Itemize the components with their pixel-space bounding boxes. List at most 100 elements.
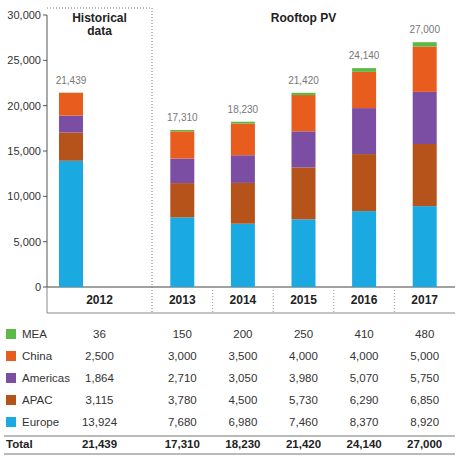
y-tick-label: 30,000	[7, 9, 41, 21]
bar-segment	[59, 161, 83, 287]
x-tick-label: 2013	[169, 293, 196, 307]
bar-segment	[170, 130, 194, 131]
y-tick	[43, 287, 47, 288]
x-tick-label: 2016	[351, 293, 378, 307]
table-value: 150	[173, 328, 192, 340]
y-tick	[43, 151, 47, 152]
bar-segment	[231, 183, 255, 224]
bar-segment	[292, 219, 316, 287]
bar-segment	[352, 211, 376, 287]
bar-segment	[231, 224, 255, 287]
table-value: 36	[93, 328, 106, 340]
annotation-line: data	[87, 24, 112, 38]
table-value: 3,980	[289, 372, 318, 384]
total-value: 21,420	[286, 438, 321, 450]
total-label: 27,000	[409, 24, 440, 35]
bar-segment	[292, 167, 316, 219]
table-value: 3,500	[229, 350, 258, 362]
y-tick-label: 20,000	[7, 100, 41, 112]
total-label: 17,310	[167, 112, 198, 123]
bar-segment	[292, 93, 316, 95]
section-top	[47, 8, 152, 9]
table-value: 3,780	[168, 394, 197, 406]
cell-divider	[394, 287, 395, 313]
total-value: 24,140	[347, 438, 382, 450]
total-rule	[4, 436, 455, 437]
category-row-edge	[47, 287, 48, 313]
legend-swatch	[6, 351, 16, 361]
total-value: 18,230	[225, 438, 260, 450]
bar-segment	[59, 93, 83, 116]
bar-segment	[413, 144, 437, 206]
table-value: 3,050	[229, 372, 258, 384]
bar-segment	[352, 72, 376, 108]
total-value: 21,439	[82, 438, 117, 450]
y-tick	[43, 60, 47, 61]
table-value: 4,000	[289, 350, 318, 362]
total-value: 17,310	[165, 438, 200, 450]
bar-segment	[292, 95, 316, 131]
y-tick	[43, 196, 47, 197]
y-tick	[43, 15, 47, 16]
bar-segment	[170, 217, 194, 287]
table-value: 3,115	[86, 394, 114, 406]
table-value: 200	[233, 328, 252, 340]
table-value: 410	[355, 328, 374, 340]
legend-swatch	[6, 395, 16, 405]
bar-segment	[170, 159, 194, 184]
table-value: 2,500	[85, 350, 114, 362]
table-value: 8,920	[410, 416, 439, 428]
legend-swatch	[6, 329, 16, 339]
x-tick-label: 2015	[290, 293, 317, 307]
table-value: 7,460	[289, 416, 318, 428]
cell-divider	[333, 287, 334, 313]
y-tick-label: 25,000	[7, 54, 41, 66]
legend-label: Americas	[22, 372, 70, 384]
y-tick-label: 10,000	[7, 190, 41, 202]
category-row-line	[47, 313, 455, 314]
cell-divider	[212, 287, 213, 313]
bar-segment	[352, 68, 376, 72]
table-value: 3,000	[168, 350, 197, 362]
bar-segment	[413, 42, 437, 46]
table-value: 5,750	[410, 372, 439, 384]
bar-segment	[292, 131, 316, 167]
y-tick	[43, 105, 47, 106]
legend-label: Europe	[22, 416, 59, 428]
x-tick-label: 2012	[86, 293, 113, 307]
bars	[59, 42, 437, 287]
table-value: 2,710	[168, 372, 197, 384]
bar-segment	[352, 154, 376, 211]
bar-segment	[231, 155, 255, 183]
table-value: 8,370	[350, 416, 379, 428]
table-value: 6,290	[350, 394, 379, 406]
y-tick	[43, 241, 47, 242]
total-label: 21,439	[56, 75, 87, 86]
legend-label: China	[22, 350, 53, 362]
table-value: 13,924	[82, 416, 118, 428]
table-value: 7,680	[168, 416, 197, 428]
bar-segment	[231, 124, 255, 156]
total-label: 24,140	[349, 50, 380, 61]
total-label: 21,420	[288, 75, 319, 86]
table-value: 4,500	[229, 394, 258, 406]
bar-segment	[170, 131, 194, 158]
bar-segment	[413, 92, 437, 144]
chart: 05,00010,00015,00020,00025,00030,000Hist…	[0, 0, 468, 467]
bar-segment	[170, 183, 194, 217]
bar-segment	[231, 122, 255, 124]
bar-segment	[59, 133, 83, 161]
bar-segment	[413, 47, 437, 92]
bar-segment	[59, 116, 83, 133]
table-value: 480	[415, 328, 434, 340]
total-name: Total	[6, 438, 33, 450]
total-value: 27,000	[407, 438, 442, 450]
section-divider	[152, 8, 153, 313]
annotation-line: Historical	[72, 11, 127, 25]
legend-label: APAC	[22, 394, 52, 406]
x-tick-label: 2017	[411, 293, 438, 307]
table-value: 5,000	[410, 350, 439, 362]
bar-segment	[59, 92, 83, 93]
annotation: Historicaldata	[72, 11, 127, 38]
y-tick-label: 0	[35, 281, 41, 293]
